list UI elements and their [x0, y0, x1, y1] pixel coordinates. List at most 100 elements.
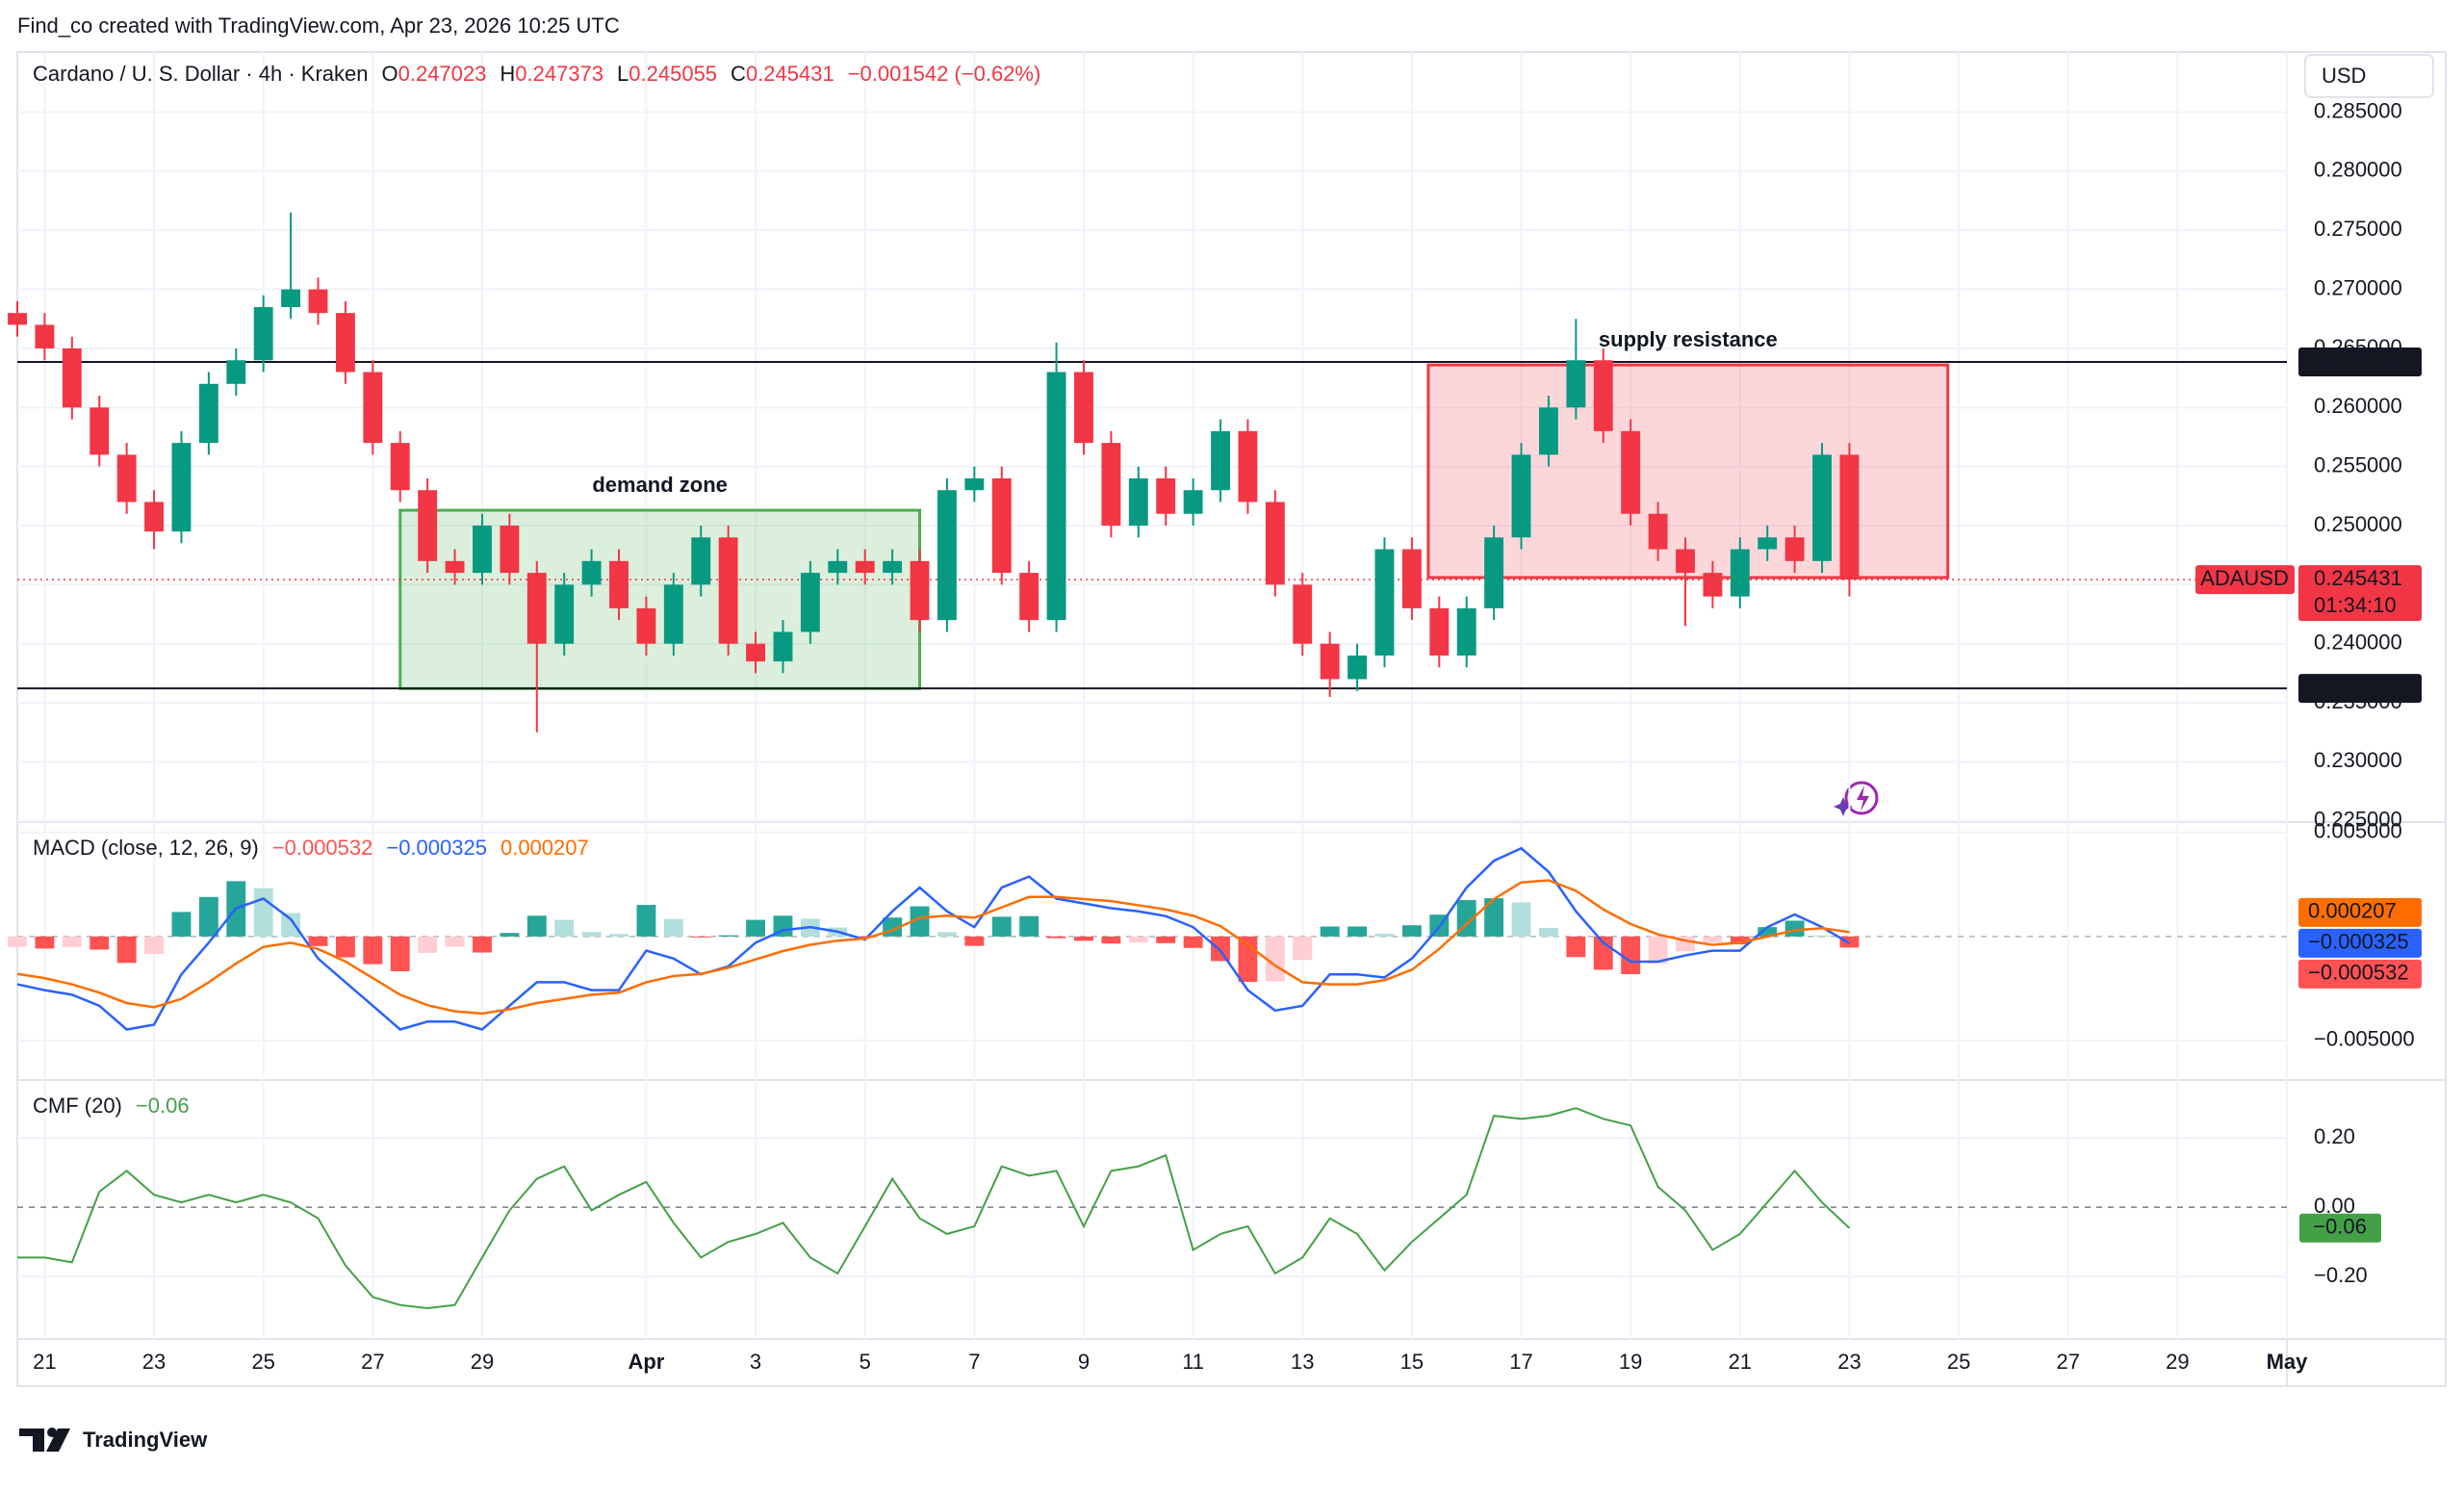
- histogram-bar: [581, 932, 602, 937]
- icon-ring[interactable]: [1844, 781, 1879, 815]
- histogram-bar: [991, 916, 1012, 937]
- candle-body: [116, 454, 137, 502]
- symbol-badge: [2195, 565, 2295, 595]
- histogram-bar: [855, 936, 875, 938]
- candle-body: [1621, 430, 1641, 514]
- histogram-bar: [1812, 935, 1832, 937]
- histogram-bar: [1648, 936, 1668, 965]
- candle-body: [1074, 372, 1093, 444]
- histogram-bar: [636, 905, 656, 937]
- candle-body: [554, 584, 575, 644]
- candle-body: [1758, 537, 1778, 550]
- candle-body: [198, 383, 218, 444]
- logo-mark: [46, 1429, 70, 1452]
- histogram-bar: [910, 906, 930, 937]
- ohlc-value: 0.245055: [629, 62, 717, 86]
- candle-body: [1511, 454, 1531, 538]
- candle-body: [253, 307, 273, 361]
- histogram-bar: [363, 936, 383, 965]
- x-tick-label: 11: [1182, 1350, 1204, 1374]
- x-tick-label: 23: [1837, 1350, 1861, 1374]
- histogram-bar: [1211, 936, 1230, 962]
- ohlc-key: H: [500, 62, 515, 86]
- histogram-bar: [1703, 936, 1723, 942]
- candle-body: [937, 490, 957, 621]
- candle-body: [746, 643, 766, 662]
- histogram-bar: [308, 936, 328, 946]
- candle-body: [636, 607, 656, 644]
- candle-body: [1593, 360, 1613, 431]
- macd-title: MACD (close, 12, 26, 9): [33, 836, 259, 860]
- signal-badge-label: 0.000207: [2308, 899, 2397, 923]
- candle-body: [308, 289, 328, 314]
- candle-body: [171, 443, 192, 532]
- histogram-bar: [964, 936, 985, 946]
- brand-logo: TradingView: [19, 1428, 208, 1452]
- candle-body: [1265, 502, 1285, 585]
- candle-body: [1784, 537, 1805, 561]
- logo-mark: [19, 1429, 44, 1452]
- histogram-bar: [1374, 934, 1395, 937]
- candle-body: [1019, 573, 1040, 621]
- ohlc-value: 0.247023: [398, 62, 487, 86]
- histogram-bar: [1730, 936, 1750, 945]
- ohlc-value: 0.245431: [746, 62, 834, 86]
- histogram-bar: [1183, 936, 1203, 948]
- candle-body: [773, 631, 793, 662]
- icon-bolt[interactable]: [1857, 785, 1869, 811]
- histogram-bar: [8, 936, 27, 947]
- candle-body: [144, 502, 164, 532]
- histogram-bar: [1566, 936, 1586, 958]
- histogram-bar: [609, 934, 629, 937]
- currency[interactable]: USD: [2322, 64, 2366, 88]
- candle-body: [90, 407, 110, 455]
- sparkle-icon[interactable]: [1834, 781, 1879, 816]
- cmf-badge: [2299, 1213, 2381, 1243]
- candle-body: [828, 560, 848, 574]
- level-badge-label: 0.236218: [2316, 675, 2404, 699]
- histogram-bar: [1265, 936, 1285, 982]
- candle-body: [1676, 549, 1695, 574]
- macd-value: −0.000325: [386, 836, 487, 860]
- histogram-bar: [1484, 898, 1504, 937]
- candle-body: [609, 560, 629, 608]
- candle-body: [1401, 549, 1422, 608]
- price-badge: [2298, 565, 2422, 622]
- y-tick-label: 0.275000: [2314, 217, 2402, 241]
- candle-body: [1348, 655, 1368, 680]
- candle-body: [226, 360, 246, 384]
- change: −0.001542 (−0.62%): [848, 62, 1041, 86]
- x-tick-label: 5: [860, 1350, 871, 1374]
- y-tick-label: 0.255000: [2314, 452, 2402, 476]
- icon-star[interactable]: [1834, 797, 1853, 816]
- candle-body: [1648, 513, 1668, 550]
- ohlc-key: L: [617, 62, 629, 86]
- candle-body: [1812, 454, 1832, 561]
- x-tick-label: 3: [750, 1350, 761, 1374]
- histogram-bar: [335, 936, 355, 958]
- signal-line: [16, 879, 1850, 1016]
- histogram-bar: [1238, 936, 1258, 982]
- usd-box[interactable]: [2304, 54, 2434, 98]
- x-tick-label: 17: [1509, 1350, 1532, 1374]
- candle-body: [718, 537, 738, 644]
- candle-body: [1484, 537, 1504, 608]
- candle-body: [500, 526, 520, 574]
- countdown: 01:34:10: [2314, 593, 2397, 617]
- histogram-bar: [35, 936, 55, 949]
- histogram-bar: [1538, 928, 1558, 937]
- brand: TradingView: [83, 1428, 208, 1452]
- y-tick-label: 0.260000: [2314, 394, 2402, 418]
- y-tick-label: 0.225000: [2314, 808, 2402, 832]
- candle-body: [1320, 643, 1340, 680]
- x-tick-label: 27: [361, 1350, 384, 1374]
- y-tick-label: 0.230000: [2314, 748, 2402, 772]
- x-tick-label: 29: [471, 1350, 494, 1374]
- cmf-title: CMF (20): [33, 1094, 122, 1118]
- histogram-bar: [663, 918, 683, 937]
- histogram-bar: [473, 936, 492, 953]
- candle-body: [1046, 372, 1066, 621]
- candle-body: [1211, 430, 1230, 491]
- candle-body: [390, 443, 410, 491]
- usd-button[interactable]: USD: [2304, 54, 2434, 98]
